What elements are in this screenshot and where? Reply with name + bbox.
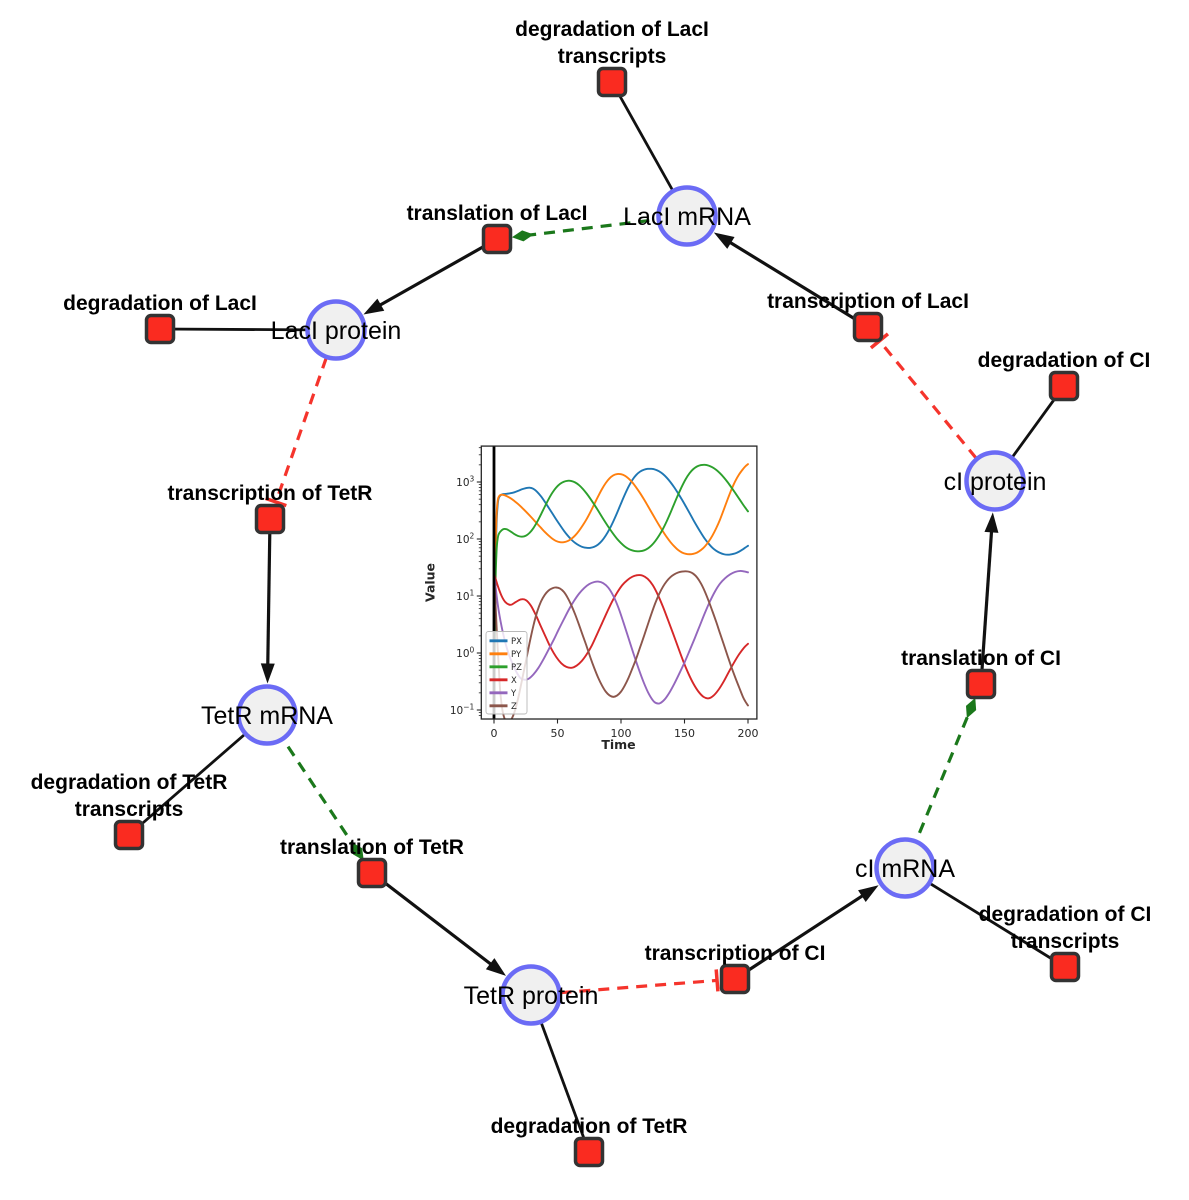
species-label-tetr_mrna: TetR mRNA	[201, 702, 333, 730]
legend-label-PY: PY	[511, 650, 522, 660]
reaction-node-txn_tetr	[254, 503, 286, 535]
species-label-laci_protein: LacI protein	[271, 317, 402, 345]
species-label-tetr_protein: TetR protein	[464, 982, 599, 1010]
chart-series-PY	[493, 463, 749, 719]
reaction-node-deg_laci	[144, 313, 176, 345]
chart-x-tick-label: 50	[551, 727, 565, 740]
reaction-node-deg_laci_tx	[596, 66, 628, 98]
edge-production-txn_tetr-tetr_mrna	[260, 518, 275, 684]
edge-production-txn_laci-laci_mrna	[713, 232, 869, 329]
reaction-label-transl_laci: translation of LacI	[407, 202, 588, 225]
edge-consumption-ci_mrna-deg_ci_tx	[904, 866, 1066, 969]
legend-label-Y: Y	[510, 689, 517, 699]
tee-inhibition-icon	[264, 496, 287, 508]
reaction-label-txn_laci: transcription of LacI	[767, 290, 969, 313]
reaction-label-deg_ci_tx: degradation of CI transcripts	[979, 903, 1152, 953]
species-node-tetr_protein	[500, 964, 562, 1026]
reaction-node-txn_laci	[852, 311, 884, 343]
chart-y-tick-label: 103	[456, 475, 474, 490]
species-label-ci_mrna: cI mRNA	[855, 855, 955, 883]
chart-legend: PX PY PZ XYZ	[485, 631, 528, 715]
reaction-label-deg_ci: degradation of CI	[978, 349, 1151, 372]
reaction-node-deg_ci_tx	[1049, 951, 1081, 983]
reaction-node-transl_tetr	[356, 857, 388, 889]
reaction-label-txn_ci: transcription of CI	[645, 942, 826, 965]
chart-series-PX	[493, 467, 749, 719]
chart-x-axis-label: Time	[601, 737, 635, 752]
edge-production-transl_ci-ci_protein	[979, 512, 999, 685]
labels-layer: LacI mRNA LacI protein TetR mRNA TetR prote…	[31, 18, 1152, 1138]
edge-production-transl_tetr-tetr_protein	[371, 871, 507, 976]
timeseries-inset-chart: 0 50 100 150 200 10−1 100 101 102 103 PX PY PZ XYZ Ti…	[423, 445, 759, 752]
legend-label-X: X	[511, 676, 517, 686]
reaction-node-deg_tetr_tx	[113, 819, 145, 851]
species-node-tetr_mrna	[236, 684, 298, 746]
chart-y-tick-label: 10−1	[450, 703, 475, 718]
arrowhead-icon	[485, 958, 507, 976]
species-node-laci_mrna	[656, 185, 718, 247]
nodes-layer	[113, 66, 1081, 1168]
chart-series-PZ	[493, 463, 749, 719]
edge-inhibition-tetr_protein-txn_ci	[560, 969, 720, 995]
legend-label-PX: PX	[511, 637, 522, 647]
chart-y-tick-label: 101	[456, 589, 474, 604]
chart-series-X	[493, 572, 749, 700]
species-node-ci_mrna	[874, 837, 936, 899]
edge-inhibition-laci_protein-txn_tetr	[264, 357, 328, 508]
diamond-modifier-icon	[351, 842, 364, 861]
edge-inhibition-ci_protein-txn_laci	[869, 332, 978, 460]
chart-x-tick-label: 200	[738, 727, 759, 740]
chart-series-Y	[493, 569, 749, 705]
edge-production-txn_ci-ci_mrna	[734, 885, 879, 981]
arrowhead-icon	[858, 885, 879, 903]
species-node-ci_protein	[964, 450, 1026, 512]
chart-x-tick-label: 150	[674, 727, 695, 740]
reaction-node-transl_ci	[965, 668, 997, 700]
species-node-laci_protein	[305, 299, 367, 361]
reaction-node-deg_ci	[1048, 370, 1080, 402]
chart-x-tick-label: 0	[491, 727, 498, 740]
tee-inhibition-icon	[714, 969, 720, 992]
reaction-node-deg_tetr	[573, 1136, 605, 1168]
chart-y-tick-label: 100	[456, 646, 474, 661]
legend-label-PZ: PZ	[511, 663, 522, 673]
chart-y-axis-label: Value	[423, 563, 438, 602]
chart-x-tick-label: 100	[611, 727, 632, 740]
arrowhead-icon	[260, 663, 275, 684]
reaction-label-deg_tetr_tx: degradation of TetR transcripts	[31, 771, 228, 821]
arrowhead-icon	[363, 298, 385, 315]
reaction-node-transl_laci	[481, 223, 513, 255]
arrowhead-icon	[984, 512, 999, 533]
reaction-label-deg_laci: degradation of LacI	[63, 292, 257, 315]
reaction-label-deg_tetr: degradation of TetR	[491, 1115, 688, 1138]
reaction-node-txn_ci	[719, 963, 751, 995]
reaction-label-transl_ci: translation of CI	[901, 647, 1061, 670]
chart-y-tick-label: 102	[456, 532, 474, 547]
arrowhead-icon	[713, 232, 735, 249]
reaction-label-txn_tetr: transcription of TetR	[168, 482, 373, 505]
diamond-modifier-icon	[965, 697, 977, 719]
reaction-label-deg_laci_tx: degradation of LacI transcripts	[515, 18, 709, 68]
legend-label-Z: Z	[511, 702, 517, 712]
reaction-label-transl_tetr: translation of TetR	[280, 836, 464, 859]
species-label-laci_mrna: LacI mRNA	[623, 203, 751, 231]
diamond-modifier-icon	[511, 230, 534, 242]
chart-spines	[480, 445, 758, 720]
edge-production-transl_laci-laci_protein	[363, 237, 498, 315]
species-label-ci_protein: cI protein	[944, 468, 1047, 496]
